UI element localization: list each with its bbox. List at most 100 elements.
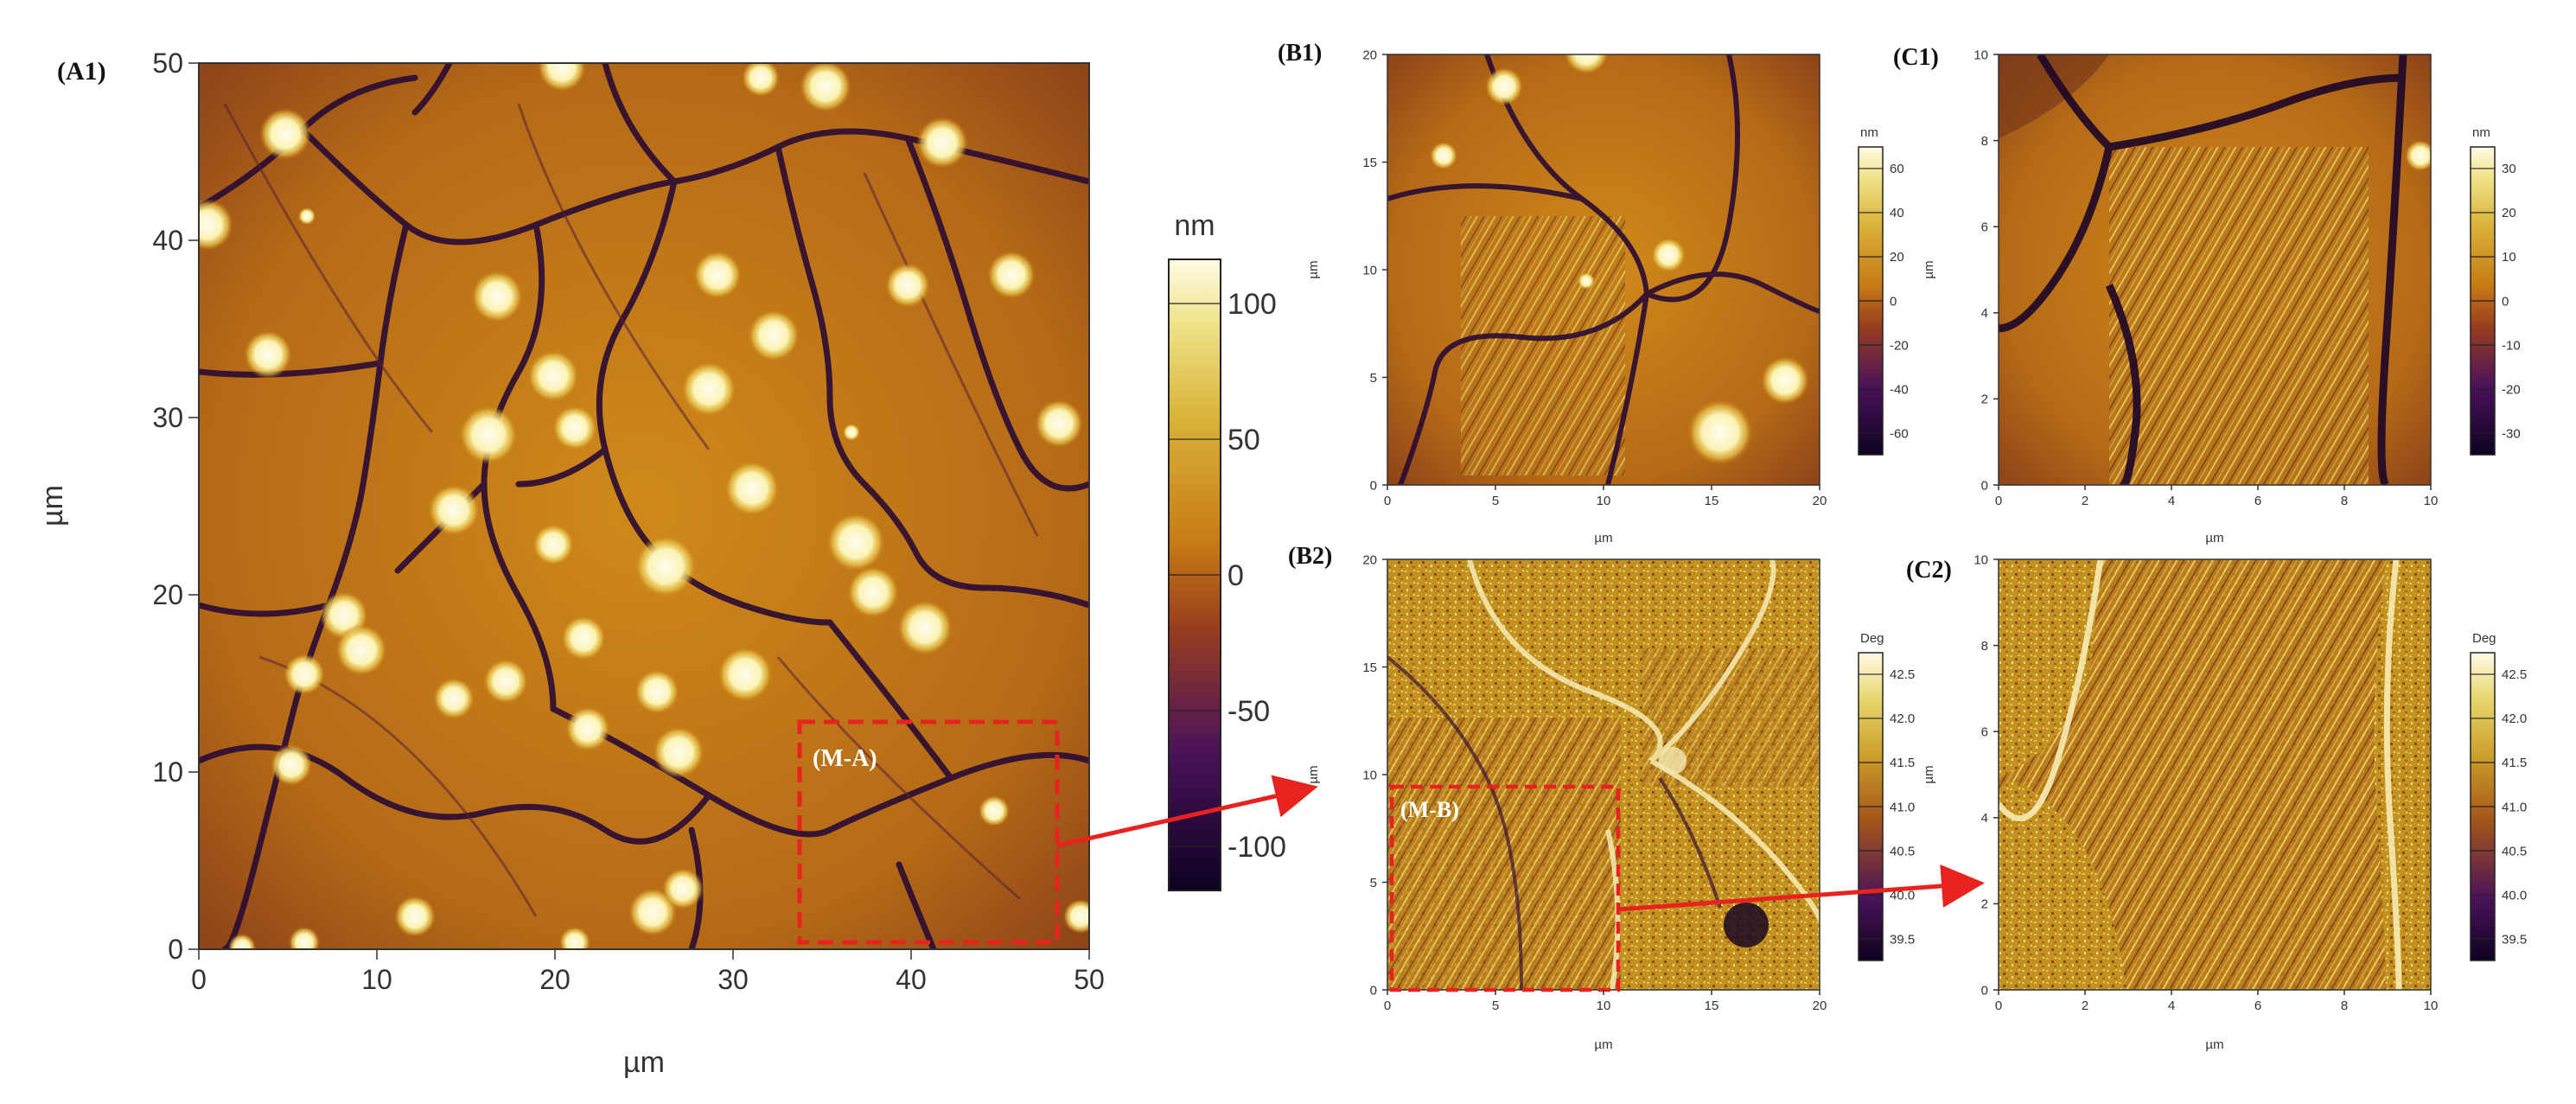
colorbar-tick-label: 40.0	[1890, 888, 1915, 903]
x-tick-label: 6	[2254, 494, 2261, 508]
colorbar-tick-label: 20	[1890, 250, 1904, 265]
x-tick-label: 0	[191, 964, 207, 995]
x-tick-label: 4	[2168, 494, 2175, 508]
colorbar-tick-label: 0	[1227, 559, 1244, 592]
panel-b2-image	[1387, 559, 1820, 990]
panel-b1-axes: 0 5 10 15 20 0 5 10 15 20	[1362, 48, 1827, 508]
x-tick-label: 20	[1813, 494, 1827, 508]
y-tick-label: 20	[152, 579, 183, 610]
x-tick-label: 20	[1813, 999, 1827, 1013]
panel-c2-label: (C2)	[1906, 557, 1952, 584]
panel-c2-frame	[1998, 558, 2432, 991]
y-tick-label: 10	[1973, 48, 1988, 62]
panel-a1-colorbar-ticks: 100 50 0 -50 -100	[1169, 288, 1286, 864]
panel-b2-ylabel: µm	[1306, 765, 1321, 783]
x-tick-label: 0	[1995, 999, 2002, 1013]
x-tick-label: 30	[717, 964, 749, 995]
colorbar-tick-label: 42.5	[2502, 667, 2527, 682]
colorbar-tick-label: 39.5	[1890, 932, 1915, 947]
roi-m-a-label: (M-A)	[813, 745, 877, 772]
x-tick-label: 8	[2341, 494, 2348, 508]
panel-b1: (B1) 0 5 10 15 20 0 5 10 15 20 µm µm nm	[1278, 40, 1909, 546]
panel-a1-image	[199, 63, 1089, 949]
panel-c1-colorbar-ticks: 30 20 10 0 -10 -20 -30	[2471, 162, 2521, 441]
colorbar-tick-label: -40	[1890, 382, 1909, 397]
y-tick-label: 15	[1362, 660, 1377, 675]
x-tick-label: 5	[1492, 999, 1499, 1013]
colorbar-tick-label: -20	[2502, 382, 2521, 397]
panel-c1-axes: 0 2 4 6 8 10 0 2 4 6 8 10	[1973, 48, 2438, 508]
panel-a1-ylabel: µm	[36, 485, 69, 526]
y-tick-label: 5	[1370, 371, 1377, 386]
panel-b2-colorbar-unit: Deg	[1860, 631, 1884, 646]
panel-c2-xlabel: µm	[2205, 1037, 2223, 1052]
panel-c2-image	[1999, 559, 2431, 990]
y-tick-label: 8	[1981, 639, 1988, 654]
colorbar-tick-label: 0	[2502, 294, 2509, 309]
panel-c1-frame	[1998, 54, 2432, 486]
panel-c2-axes: 0 2 4 6 8 10 0 2 4 6 8 10	[1973, 552, 2438, 1013]
colorbar-tick-label: 50	[1227, 424, 1260, 456]
x-tick-label: 0	[1384, 999, 1391, 1013]
x-tick-label: 10	[1597, 494, 1611, 508]
panel-c1-image	[1999, 54, 2431, 485]
panel-b1-colorbar-unit: nm	[1860, 125, 1878, 140]
colorbar-tick-label: 41.0	[1890, 800, 1915, 814]
arrow-a1-to-b	[1056, 775, 1318, 848]
colorbar-tick-label: 42.0	[2502, 712, 2527, 726]
y-tick-label: 10	[1362, 768, 1377, 782]
colorbar-tick-label: 39.5	[2502, 932, 2527, 947]
panel-a1-frame	[198, 62, 1090, 950]
colorbar-tick-label: 100	[1227, 288, 1277, 321]
y-tick-label: 8	[1981, 134, 1988, 149]
y-tick-label: 10	[1973, 552, 1988, 567]
y-tick-label: 2	[1981, 392, 1988, 407]
colorbar-tick-label: 10	[2502, 250, 2516, 265]
y-tick-label: 4	[1981, 306, 1988, 321]
x-tick-label: 2	[2082, 999, 2088, 1013]
y-tick-label: 6	[1981, 220, 1988, 234]
panel-a1-colorbar-unit: nm	[1174, 209, 1215, 242]
x-tick-label: 20	[539, 964, 571, 995]
roi-m-a-box	[797, 719, 1060, 945]
x-tick-label: 15	[1705, 999, 1719, 1013]
panel-a1-xlabel: µm	[623, 1046, 665, 1079]
x-tick-label: 10	[361, 964, 392, 995]
panel-b1-ylabel: µm	[1306, 260, 1321, 278]
a1-spherulite-nuclei	[199, 63, 1089, 949]
colorbar-tick-label: 41.5	[2502, 756, 2527, 770]
colorbar-tick-label: 42.5	[1890, 667, 1915, 682]
y-tick-label: 6	[1981, 724, 1988, 739]
panel-c1-ylabel: µm	[1922, 260, 1936, 278]
y-tick-label: 50	[152, 48, 183, 79]
colorbar-tick-label: 41.0	[2502, 800, 2527, 814]
y-tick-label: 10	[1362, 263, 1377, 278]
colorbar-tick-label: -50	[1227, 695, 1270, 728]
panel-b2-label: (B2)	[1288, 543, 1332, 570]
x-tick-label: 15	[1705, 494, 1719, 508]
x-tick-label: 0	[1995, 494, 2002, 508]
panel-a1-label: (A1)	[57, 57, 106, 86]
x-tick-label: 6	[2254, 999, 2261, 1013]
panel-b1-image	[1387, 54, 1820, 485]
colorbar-tick-label: -100	[1227, 831, 1286, 864]
y-tick-label: 0	[1370, 478, 1377, 493]
colorbar-tick-label: -30	[2502, 426, 2521, 441]
y-tick-label: 15	[1362, 156, 1377, 170]
colorbar-tick-label: 40.5	[2502, 844, 2527, 858]
arrow-b2-to-c	[1617, 864, 1985, 912]
panel-c2-colorbar-ticks: 42.5 42.0 41.5 41.0 40.5 40.0 39.5	[2471, 667, 2527, 947]
y-tick-label: 40	[152, 225, 183, 256]
colorbar-tick-label: 40	[1890, 206, 1904, 220]
y-tick-label: 30	[152, 402, 183, 433]
panel-c1-label: (C1)	[1893, 44, 1939, 71]
colorbar-tick-label: -20	[1890, 338, 1909, 353]
panel-b1-xlabel: µm	[1594, 531, 1612, 546]
panel-c1: (C1) 0 2 4 6 8 10 0 2 4 6 8 10 µm µm nm 30 20 10 0 -10 -…	[1893, 44, 2521, 546]
x-tick-label: 40	[896, 964, 927, 995]
colorbar-tick-label: 20	[2502, 206, 2516, 220]
panel-b2: (B2) (M-B) 0 5 10 15 20 0 5 10 15 20 µm µm Deg	[1288, 543, 1915, 1052]
panel-b1-label: (B1)	[1278, 40, 1322, 67]
y-tick-label: 4	[1981, 811, 1988, 826]
